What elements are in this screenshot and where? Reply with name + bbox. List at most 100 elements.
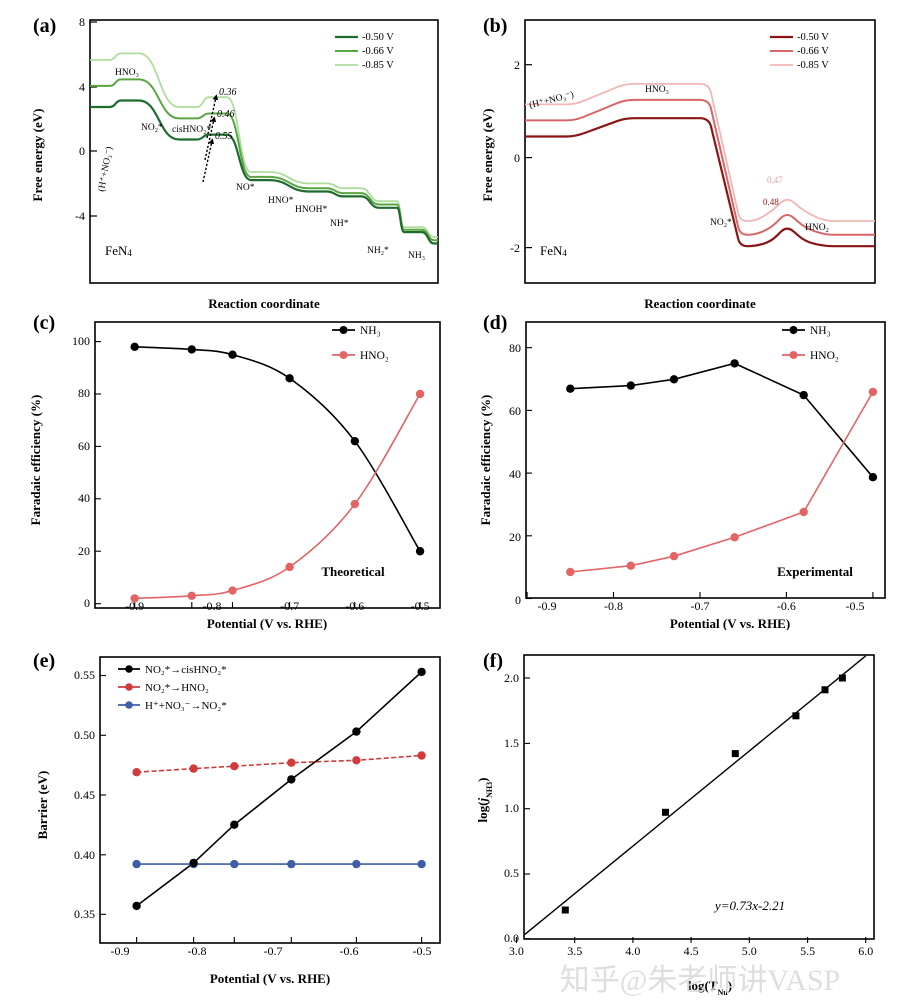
svg-text:-0.6: -0.6 <box>345 599 364 613</box>
svg-text:-0.6: -0.6 <box>777 599 796 613</box>
svg-text:-0.7: -0.7 <box>264 944 283 958</box>
svg-text:1.0: 1.0 <box>504 801 519 815</box>
svg-text:NO₂*→cisHNO₂*: NO₂*→cisHNO₂* <box>145 664 227 676</box>
svg-text:40: 40 <box>78 491 90 505</box>
svg-text:Barrier (eV): Barrier (eV) <box>35 771 50 840</box>
svg-text:-0.50 V: -0.50 V <box>362 32 394 43</box>
svg-text:NH*: NH* <box>330 219 349 229</box>
svg-text:HNOH*: HNOH* <box>295 205 327 215</box>
svg-text:HNO*: HNO* <box>268 196 294 206</box>
svg-text:Free energy (eV): Free energy (eV) <box>30 109 45 202</box>
svg-text:-2: -2 <box>510 241 520 255</box>
svg-text:Free energy (eV): Free energy (eV) <box>480 109 495 202</box>
svg-text:NH₂*: NH₂* <box>367 246 389 256</box>
svg-text:0.48: 0.48 <box>763 197 779 207</box>
svg-text:0: 0 <box>514 151 520 165</box>
svg-text:NO₂*→HNO₂: NO₂*→HNO₂ <box>145 682 209 694</box>
svg-text:Potential (V vs. RHE): Potential (V vs. RHE) <box>210 971 330 986</box>
svg-text:NO₂*: NO₂* <box>710 218 732 228</box>
svg-text:-0.8: -0.8 <box>604 599 623 613</box>
svg-text:0.47: 0.47 <box>767 175 783 185</box>
svg-text:6.0: 6.0 <box>858 944 873 958</box>
svg-text:-0.5: -0.5 <box>846 599 865 613</box>
svg-text:-0.6: -0.6 <box>340 944 359 958</box>
svg-text:log(jNH3): log(jNH3) <box>475 778 494 823</box>
svg-text:-0.5: -0.5 <box>411 599 430 613</box>
svg-text:-0.66 V: -0.66 V <box>797 46 829 57</box>
svg-text:-0.9: -0.9 <box>111 944 130 958</box>
svg-text:NH₃: NH₃ <box>360 325 381 337</box>
svg-text:1.5: 1.5 <box>504 736 519 750</box>
svg-text:Potential (V vs. RHE): Potential (V vs. RHE) <box>207 616 327 630</box>
svg-text:0.55: 0.55 <box>215 131 233 142</box>
svg-text:4.5: 4.5 <box>684 944 699 958</box>
svg-text:0.35: 0.35 <box>74 907 95 921</box>
svg-text:0: 0 <box>84 596 90 610</box>
svg-text:4.0: 4.0 <box>625 944 640 958</box>
svg-text:0.55: 0.55 <box>74 668 95 682</box>
svg-text:HNO₃: HNO₃ <box>115 68 139 78</box>
svg-text:FeN4: FeN4 <box>540 243 567 258</box>
svg-text:(e): (e) <box>33 650 55 672</box>
svg-text:5.5: 5.5 <box>800 944 815 958</box>
svg-text:(b): (b) <box>483 15 507 37</box>
svg-text:HNO₂: HNO₂ <box>810 350 839 362</box>
svg-text:HNO₃: HNO₃ <box>645 85 669 95</box>
svg-text:80: 80 <box>509 341 521 355</box>
svg-text:-0.8: -0.8 <box>203 599 222 613</box>
svg-text:0.40: 0.40 <box>74 848 95 862</box>
svg-text:5.0: 5.0 <box>742 944 757 958</box>
svg-text:(a): (a) <box>33 15 56 37</box>
svg-text:8: 8 <box>79 15 85 29</box>
svg-text:0.45: 0.45 <box>74 788 95 802</box>
svg-text:Experimental: Experimental <box>777 564 853 579</box>
svg-text:0: 0 <box>515 593 521 607</box>
svg-text:cisHNO₂*: cisHNO₂* <box>172 125 211 135</box>
svg-text:20: 20 <box>509 530 521 544</box>
svg-text:H⁺+NO₃⁻→NO₂*: H⁺+NO₃⁻→NO₂* <box>145 700 227 712</box>
svg-text:-0.50 V: -0.50 V <box>797 32 829 43</box>
svg-text:0.36: 0.36 <box>219 87 237 98</box>
svg-text:3.0: 3.0 <box>509 944 524 958</box>
svg-text:(H⁺+NO₃⁻): (H⁺+NO₃⁻) <box>528 89 575 111</box>
svg-text:Faradaic efficiency (%): Faradaic efficiency (%) <box>28 395 43 526</box>
svg-text:2: 2 <box>514 58 520 72</box>
svg-text:FeN4: FeN4 <box>105 243 132 258</box>
svg-text:y=0.73x-2.21: y=0.73x-2.21 <box>713 898 785 913</box>
svg-text:Potential (V vs. RHE): Potential (V vs. RHE) <box>670 616 790 630</box>
svg-text:60: 60 <box>509 404 521 418</box>
svg-text:知乎@朱老师讲VASP: 知乎@朱老师讲VASP <box>560 964 840 997</box>
svg-text:NO*: NO* <box>236 183 255 193</box>
svg-text:-0.9: -0.9 <box>538 599 557 613</box>
svg-text:NH₃: NH₃ <box>810 325 831 337</box>
svg-text:3.5: 3.5 <box>567 944 582 958</box>
svg-text:0: 0 <box>79 144 85 158</box>
svg-text:(H⁺+NO₃⁻): (H⁺+NO₃⁻) <box>96 146 115 193</box>
svg-text:0.50: 0.50 <box>74 728 95 742</box>
svg-text:Reaction coordinate: Reaction coordinate <box>644 296 756 311</box>
svg-text:-0.85 V: -0.85 V <box>797 60 829 71</box>
svg-text:Theoretical: Theoretical <box>321 564 385 579</box>
svg-text:-0.66 V: -0.66 V <box>362 46 394 57</box>
svg-text:100: 100 <box>72 334 90 348</box>
svg-text:-4: -4 <box>75 209 85 223</box>
svg-text:0.46: 0.46 <box>217 109 235 120</box>
svg-text:-0.85 V: -0.85 V <box>362 60 394 71</box>
svg-text:HNO₂: HNO₂ <box>360 350 389 362</box>
svg-text:NO₂*: NO₂* <box>141 123 163 133</box>
svg-text:NH₃: NH₃ <box>408 251 425 261</box>
svg-text:60: 60 <box>78 439 90 453</box>
svg-text:-0.5: -0.5 <box>413 944 432 958</box>
svg-text:0.5: 0.5 <box>504 866 519 880</box>
svg-text:-0.7: -0.7 <box>280 599 299 613</box>
svg-text:2.0: 2.0 <box>504 671 519 685</box>
svg-text:Faradaic efficiency (%): Faradaic efficiency (%) <box>478 395 493 526</box>
svg-text:4: 4 <box>79 80 85 94</box>
svg-text:40: 40 <box>509 467 521 481</box>
svg-text:20: 20 <box>78 544 90 558</box>
svg-text:-0.8: -0.8 <box>188 944 207 958</box>
svg-text:(f): (f) <box>483 650 503 672</box>
svg-text:Reaction coordinate: Reaction coordinate <box>208 296 320 311</box>
svg-text:-0.7: -0.7 <box>691 599 710 613</box>
svg-text:80: 80 <box>78 386 90 400</box>
